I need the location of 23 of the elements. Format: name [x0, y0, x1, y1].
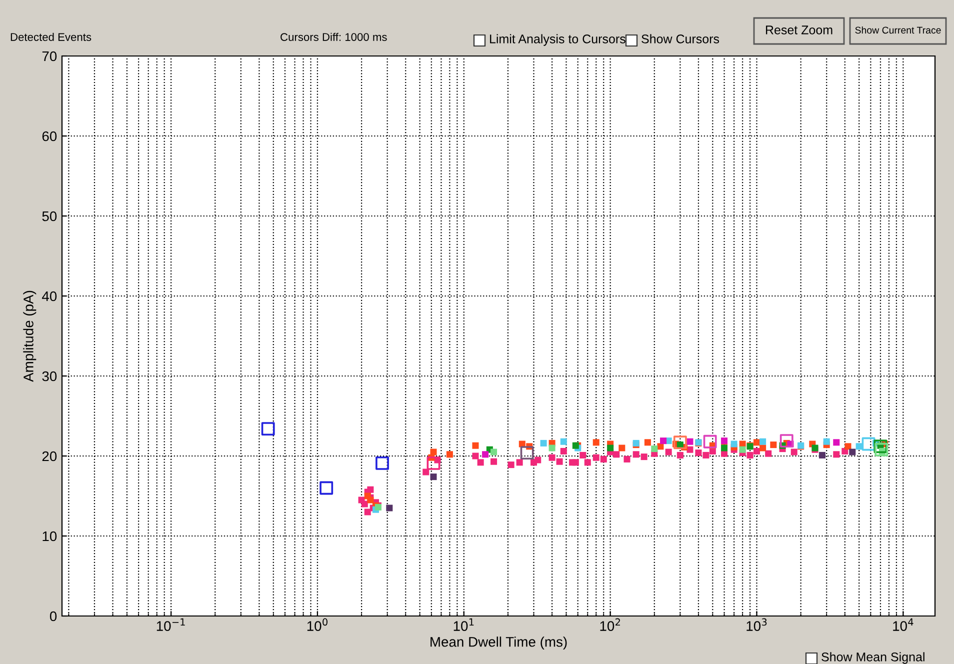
text: Limit Analysis to Cursors — [490, 34, 626, 46]
y-tick-label: 0 — [50, 611, 57, 622]
text: Show Mean Signal — [822, 652, 924, 664]
y-tick-label: 60 — [42, 131, 57, 142]
y-tick-label: 20 — [42, 451, 57, 462]
y-tick-label: 50 — [42, 211, 57, 222]
x-tick-label: 10$^{0}$ — [307, 618, 328, 631]
text: Cursors Diff: 1000 ms — [280, 32, 387, 41]
y-axis-title: Amplitude (pA) — [23, 290, 36, 382]
text: Show Current Trace — [855, 26, 941, 34]
text: Reset Zoom — [766, 26, 832, 34]
y-tick-label: 30 — [42, 371, 57, 382]
text: Detected Events — [10, 32, 92, 41]
x-tick-label: 10$^{1}$ — [454, 618, 474, 631]
x-tick-label: 10$^{−1}$ — [156, 618, 185, 631]
y-tick-label: 40 — [42, 291, 57, 302]
text: Show Cursors — [642, 34, 720, 44]
x-axis-title: Mean Dwell Time (ms) — [430, 636, 567, 650]
y-tick-label: 70 — [42, 51, 57, 62]
x-tick-label: 10$^{2}$ — [600, 618, 620, 631]
y-tick-label: 10 — [42, 531, 57, 542]
x-tick-label: 10$^{4}$ — [893, 618, 914, 631]
x-tick-label: 10$^{3}$ — [746, 618, 767, 631]
